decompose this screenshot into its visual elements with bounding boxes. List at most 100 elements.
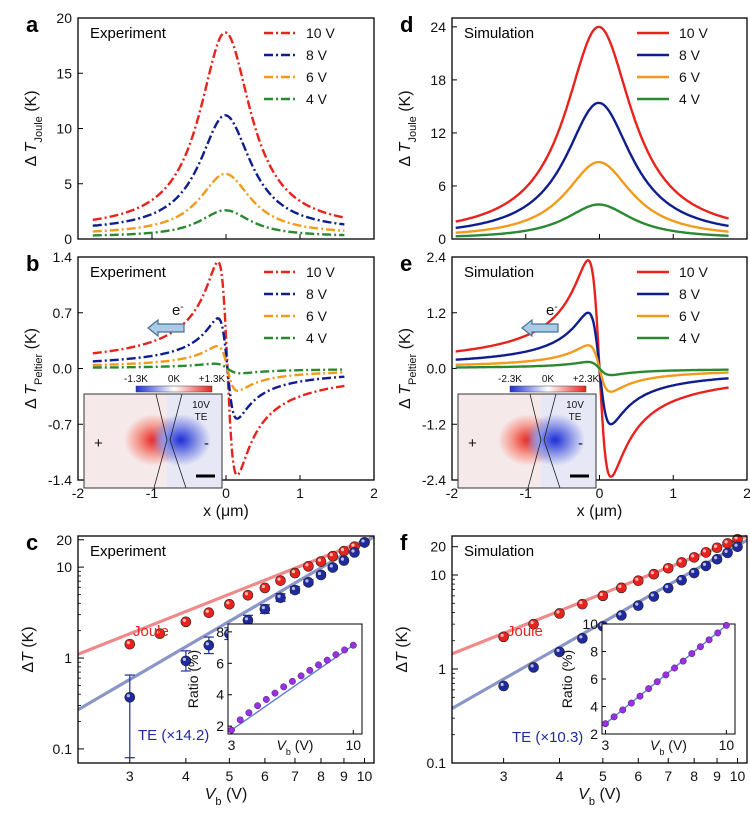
a-frame	[77, 17, 375, 240]
c-xtick-label: 8	[317, 768, 325, 784]
f-point-highlight	[678, 577, 682, 581]
f-inset-point	[697, 643, 704, 651]
f-point-highlight	[678, 559, 682, 563]
e-xtick-label: 1	[669, 485, 677, 501]
b-ytick-label: -1.4	[48, 472, 72, 488]
c-inset-ytick-label: 2	[216, 718, 224, 734]
c-point-highlight	[317, 558, 322, 562]
c-point-highlight	[329, 553, 333, 557]
c-point-te	[338, 555, 350, 566]
b-bias-label: 10V	[192, 400, 210, 411]
b-y-axis-label: Δ TPeltier (K)	[23, 328, 45, 409]
d-legend-label: 4 V	[679, 91, 701, 107]
d-legend-label: 10 V	[679, 25, 708, 41]
f-inset-x-label: Vb (V)	[650, 737, 687, 757]
panel-b: -1.4 -0.7 0.0 0.7 1.4 -2 -1 0 1 2 10 V 8 V 6 V 4 V b Ex…	[23, 249, 378, 520]
c-xtick-label: 3	[126, 768, 134, 784]
f-inset-point	[627, 699, 635, 707]
f-point-highlight	[713, 544, 718, 548]
c-ytick-label: 20	[56, 532, 72, 548]
a-ytick-label: 5	[64, 176, 72, 192]
c-point-joule	[124, 638, 136, 650]
f-point-joule	[711, 542, 723, 554]
f-point-te	[688, 567, 700, 579]
f-point-te	[711, 553, 723, 565]
b-xtick-label: 1	[296, 485, 304, 501]
c-inset-ytick-label: 4	[216, 687, 224, 703]
c-point-highlight	[340, 548, 345, 552]
c-point-highlight	[305, 563, 309, 567]
c-point-highlight	[351, 543, 355, 547]
f-inset-ytick-label: 8	[590, 644, 598, 660]
f-ytick-label: 1	[438, 661, 446, 677]
c-point-joule	[224, 598, 235, 610]
c-inset-point	[341, 646, 349, 654]
c-xtick-label: 6	[261, 768, 269, 784]
d-title: Simulation	[464, 25, 534, 42]
d-series-6v	[455, 160, 729, 234]
d-series-10v	[455, 25, 729, 223]
d-ytick-label: 6	[438, 178, 446, 194]
f-point-highlight	[599, 592, 603, 596]
c-x-axis-label: Vb (V)	[205, 786, 248, 808]
f-ytick-label: 10	[430, 567, 446, 583]
b-colorbar	[135, 385, 213, 393]
b-panel-label: b	[26, 251, 39, 276]
f-point-highlight	[556, 648, 560, 653]
f-point-highlight	[713, 556, 718, 560]
b-electron-arrow	[147, 318, 185, 338]
c-point-te	[289, 584, 301, 596]
f-inset-frame	[601, 623, 736, 735]
b-ytick-label: 1.4	[53, 249, 73, 265]
f-point-highlight	[556, 610, 560, 614]
f-inset-ytick-label: 2	[590, 726, 598, 742]
c-point-highlight	[351, 549, 355, 553]
f-point-highlight	[635, 577, 639, 581]
f-point-highlight	[579, 635, 583, 639]
b-electron-label: e-	[172, 302, 184, 320]
c-point-highlight	[205, 609, 209, 613]
e-constriction-right	[543, 393, 561, 489]
d-ytick-label: 0	[438, 231, 446, 247]
c-inset-point	[262, 695, 270, 703]
e-ytick-label: 2.4	[427, 249, 447, 265]
f-point-highlight	[618, 584, 622, 588]
c-point-highlight	[340, 557, 345, 561]
f-panel-label: f	[400, 530, 408, 555]
b-map-frame	[83, 393, 223, 489]
c-point-highlight	[244, 617, 249, 621]
c-ytick-label: 0.1	[53, 741, 73, 757]
e-series-8v	[455, 311, 729, 426]
e-cold-spot	[525, 414, 585, 466]
c-point-highlight	[156, 630, 160, 634]
f-point-te	[632, 600, 644, 611]
e-mode-label: TE	[569, 412, 582, 423]
c-point-highlight	[244, 592, 249, 596]
c-point-joule	[203, 607, 215, 619]
c-title: Experiment	[90, 543, 167, 560]
f-inset-point	[619, 706, 627, 714]
e-panel-label: e	[400, 251, 412, 276]
panel-e: -2.4 -1.2 0.0 1.2 2.4 -2 -1 0 1 2 10 V 8 V 6 V 4 V e Si…	[397, 249, 750, 520]
f-point-joule	[577, 598, 588, 610]
f-point-joule	[616, 582, 627, 594]
c-inset-fit	[231, 644, 354, 731]
e-xtick-label: 2	[743, 485, 750, 501]
b-colorbar-mid: 0K	[168, 374, 181, 385]
c-point-te	[275, 592, 286, 604]
e-xtick-label: -1	[520, 485, 533, 501]
b-cold-spot	[151, 414, 211, 466]
a-panel-label: a	[26, 12, 39, 37]
c-fit-te	[77, 535, 375, 712]
f-point-joule	[700, 547, 712, 558]
f-point-joule	[554, 608, 565, 619]
c-point-highlight	[205, 642, 209, 646]
c-point-joule	[289, 567, 301, 579]
e-bias-label: 10V	[566, 400, 584, 411]
f-inset-point	[602, 720, 609, 728]
f-xtick-label: 5	[599, 768, 607, 784]
e-series-10v	[455, 259, 729, 478]
e-constriction-left	[527, 393, 542, 489]
f-point-te	[616, 610, 627, 621]
